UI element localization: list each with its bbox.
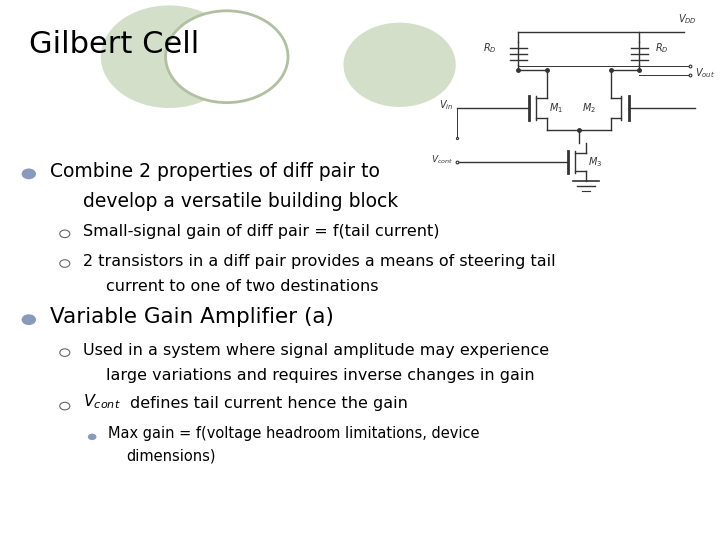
Circle shape: [60, 230, 70, 238]
Text: $V_{out}$: $V_{out}$: [695, 66, 715, 80]
Circle shape: [60, 260, 70, 267]
Text: $V_{cont}$: $V_{cont}$: [431, 153, 454, 166]
Text: Gilbert Cell: Gilbert Cell: [29, 30, 199, 59]
Circle shape: [101, 5, 238, 108]
Circle shape: [22, 314, 36, 325]
Text: $M_2$: $M_2$: [582, 101, 596, 115]
Text: 2 transistors in a diff pair provides a means of steering tail: 2 transistors in a diff pair provides a …: [83, 254, 555, 269]
Text: dimensions): dimensions): [126, 448, 215, 463]
Text: $R_D$: $R_D$: [655, 42, 669, 56]
Text: Variable Gain Amplifier (a): Variable Gain Amplifier (a): [50, 307, 334, 327]
Text: Max gain = f(voltage headroom limitations, device: Max gain = f(voltage headroom limitation…: [108, 426, 480, 441]
Text: $M_1$: $M_1$: [549, 101, 562, 115]
Circle shape: [88, 434, 96, 440]
Text: $V_{in}$: $V_{in}$: [439, 98, 454, 112]
Text: Combine 2 properties of diff pair to: Combine 2 properties of diff pair to: [50, 162, 380, 181]
Text: current to one of two destinations: current to one of two destinations: [106, 279, 378, 294]
Text: Used in a system where signal amplitude may experience: Used in a system where signal amplitude …: [83, 343, 549, 358]
Text: $V_{DD}$: $V_{DD}$: [678, 12, 697, 26]
Text: defines tail current hence the gain: defines tail current hence the gain: [130, 396, 408, 411]
Circle shape: [60, 402, 70, 410]
Text: $M_3$: $M_3$: [588, 155, 602, 169]
Text: large variations and requires inverse changes in gain: large variations and requires inverse ch…: [106, 368, 534, 383]
Circle shape: [22, 168, 36, 179]
Text: $V_{cont}$: $V_{cont}$: [83, 393, 120, 411]
Circle shape: [166, 11, 288, 103]
Circle shape: [60, 349, 70, 356]
Circle shape: [343, 23, 456, 107]
Text: Small-signal gain of diff pair = f(tail current): Small-signal gain of diff pair = f(tail …: [83, 224, 439, 239]
Text: $R_D$: $R_D$: [483, 42, 497, 56]
Text: develop a versatile building block: develop a versatile building block: [83, 192, 398, 211]
